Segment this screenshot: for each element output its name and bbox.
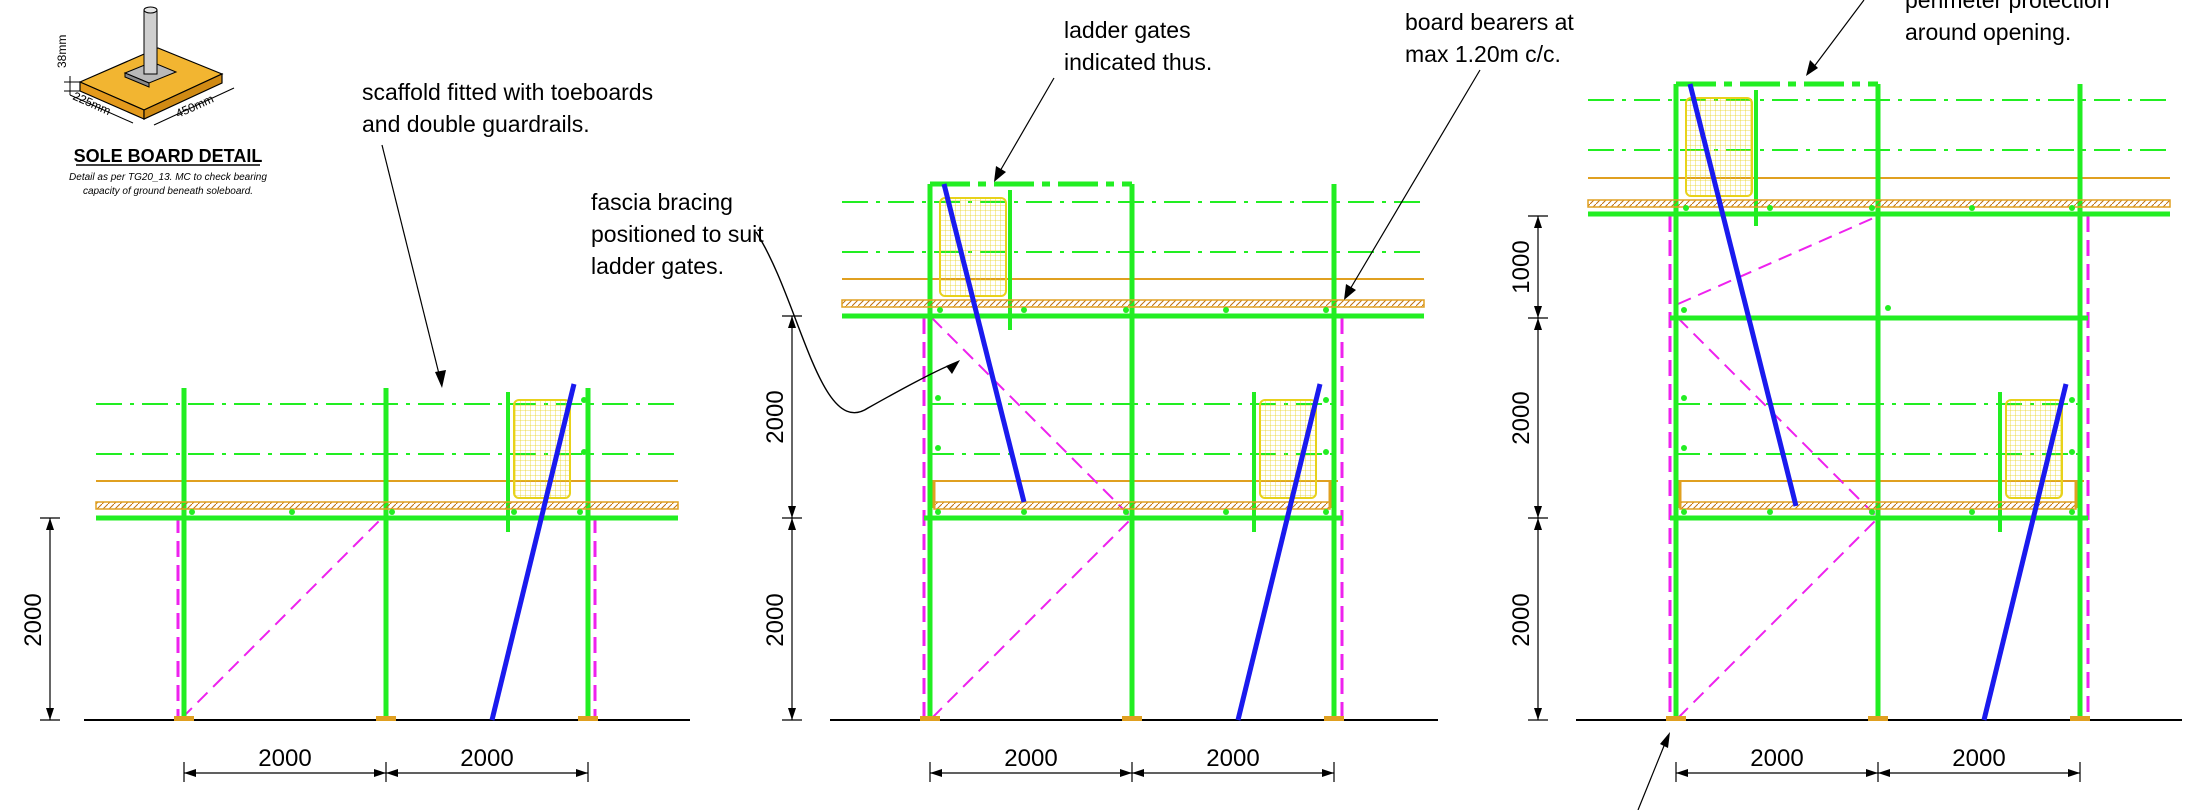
ladder: [489, 383, 577, 721]
standard-tube-top: [143, 6, 158, 14]
brace: [1677, 215, 1879, 305]
sole-board-detail: 38mm 225mm 450mm SOLE BOARD DETAIL Detai…: [55, 6, 267, 197]
standard-tube: [143, 9, 158, 75]
dim-e2-bay2: 2000: [1206, 745, 1259, 772]
sole-board-side: [143, 73, 223, 120]
bay-dimension: 2000 2000: [1675, 745, 2081, 782]
leader-perimeter: [1809, 0, 1865, 73]
toeboard-deck-lower: [1679, 501, 2077, 510]
note-perimeter-2: around opening.: [1905, 19, 2071, 45]
brace: [931, 517, 1133, 719]
leader-arrowhead: [1660, 732, 1670, 748]
toeboard-deck: [95, 501, 679, 510]
brace: [1677, 317, 1879, 519]
note-perimeter-1: perimeter protection: [1905, 0, 2110, 13]
sole-boards: [920, 716, 1344, 721]
leader-arrowhead: [435, 370, 446, 388]
width-dim-line: [69, 94, 134, 124]
lift-dimension: 1000 2000 2000: [1508, 215, 1548, 721]
ladder-gate: [1252, 392, 1317, 532]
note-fascia-3: ladder gates.: [591, 253, 724, 279]
toeboard-deck-lower: [933, 501, 1331, 510]
lift-dimension: 2000 2000: [762, 315, 802, 721]
toeboard-deck-upper: [841, 299, 1425, 308]
dim-e3-lift1: 2000: [1508, 593, 1535, 646]
bay-dimension: 2000 2000: [183, 745, 589, 782]
note-toeboards-2: and double guardrails.: [362, 111, 590, 137]
leader-arrowhead: [1806, 60, 1818, 76]
sole-board-note-1: Detail as per TG20_13. MC to check beari…: [69, 172, 267, 183]
note-toeboards-1: scaffold fitted with toeboards: [362, 79, 653, 105]
leader-gates: [995, 77, 1055, 179]
dim-e2-lift2: 2000: [762, 390, 789, 443]
ladder: [1981, 383, 2069, 721]
leader-bottom: [1637, 735, 1669, 810]
bay-dimension: 2000 2000: [929, 745, 1335, 782]
ladder-gate: [506, 392, 571, 532]
dim-height-label: 38mm: [55, 35, 69, 68]
elevation-3: 1000 2000 2000 2000 2000 perimeter prote…: [1508, 0, 2182, 810]
elevation-1: 2000 2000 2000 scaffold fitted with toeb…: [20, 79, 690, 782]
dim-e3-lift3: 1000: [1508, 240, 1535, 293]
base-plate-edge: [124, 72, 150, 88]
dim-e2-bay1: 2000: [1004, 745, 1057, 772]
leader-arrowhead: [1344, 284, 1356, 300]
dim-e1-bay1: 2000: [258, 745, 311, 772]
length-dim-line: [153, 87, 235, 126]
brace: [181, 513, 387, 719]
sole-board-note-2: capacity of ground beneath soleboard.: [83, 186, 253, 197]
ladder-gate: [1998, 392, 2063, 532]
brace: [931, 317, 1133, 519]
note-fascia-2: positioned to suit: [591, 221, 764, 247]
lift-dimension: 2000: [20, 517, 60, 721]
elevation-2: 2000 2000 2000 2000 fascia bracing posit…: [591, 9, 1574, 782]
ladder: [1235, 383, 1323, 721]
board-bearer-dots: [935, 307, 1329, 515]
dim-e3-bay2: 2000: [1952, 745, 2005, 772]
note-bearers-2: max 1.20m c/c.: [1405, 41, 1561, 67]
dim-e1-lift1: 2000: [20, 593, 47, 646]
dim-e3-bay1: 2000: [1750, 745, 1803, 772]
leader-toeboards: [381, 144, 443, 387]
toeboard-deck-top: [1587, 199, 2171, 208]
board-bearer-dots: [189, 397, 587, 515]
leader-arrowhead: [994, 166, 1006, 182]
ladder: [941, 183, 1027, 503]
board-bearer-dots: [1681, 205, 2075, 515]
ladder: [1687, 83, 1799, 507]
sole-board-title: SOLE BOARD DETAIL: [74, 146, 263, 166]
sole-boards: [1666, 716, 2090, 721]
dim-e1-bay2: 2000: [460, 745, 513, 772]
note-fascia-1: fascia bracing: [591, 189, 733, 215]
note-bearers-1: board bearers at: [1405, 9, 1574, 35]
dim-e3-lift2: 2000: [1508, 391, 1535, 444]
dim-e2-lift1: 2000: [762, 593, 789, 646]
note-gates-1: ladder gates: [1064, 17, 1191, 43]
sole-boards: [174, 716, 598, 721]
leader-fascia: [755, 231, 959, 414]
leader-bearers: [1345, 69, 1481, 297]
leader-arrowhead: [946, 360, 960, 374]
brace: [1677, 517, 1879, 719]
note-gates-2: indicated thus.: [1064, 49, 1212, 75]
